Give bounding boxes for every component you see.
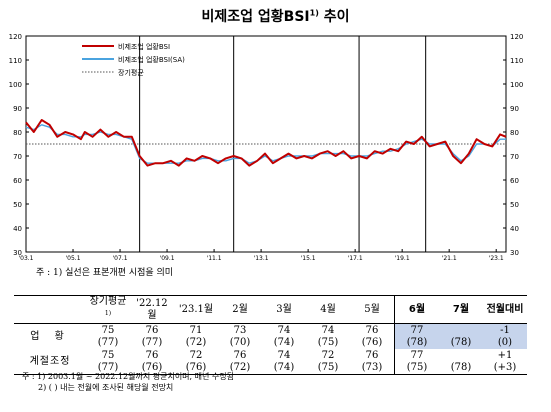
table-cell: (77) <box>86 362 130 376</box>
y-tick-label-right: 60 <box>510 177 519 185</box>
table-cell: (76) <box>350 337 395 350</box>
x-tick-label: '03.1 <box>18 255 33 262</box>
table-cell: 71 <box>189 325 203 337</box>
table-cell: (78) <box>394 337 439 350</box>
bsi-table: 장기평균1) '22.12월 '23.1월 2월 3월 4월 5월 6월 7월 전월대비 업 황 7… <box>14 294 527 376</box>
table-cell: 77 <box>394 323 439 338</box>
table-cell: 72 <box>189 350 203 362</box>
x-tick-label: '15.1 <box>301 255 316 262</box>
x-tick-label: '23.1 <box>489 255 504 262</box>
y-tick-label-right: 30 <box>510 249 519 257</box>
legend-label: 비제조업 업황BSI <box>118 42 170 51</box>
row-label: 계절조정 <box>14 349 86 376</box>
row-label: 업 황 <box>30 331 70 343</box>
title-suffix: 추이 <box>323 9 350 25</box>
y-tick-label-right: 100 <box>510 81 523 89</box>
table-header-blank <box>14 294 86 325</box>
x-tick-label: '07.1 <box>113 255 128 262</box>
footnote-2: 2) ( ) 내는 전월에 조사된 해당월 전망치 <box>38 383 174 392</box>
table-cell: 74 <box>321 325 335 337</box>
x-tick-label: '19.1 <box>395 255 410 262</box>
table-cell: (76) <box>130 362 174 376</box>
y-tick-label-right: 80 <box>510 129 519 137</box>
y-tick-label-left: 70 <box>13 153 22 161</box>
x-tick-label: '21.1 <box>442 255 457 262</box>
table-cell: (0) <box>483 337 527 350</box>
table-cell: (76) <box>174 362 218 376</box>
table-cell: 73 <box>233 325 247 337</box>
table-cell: (73) <box>350 362 395 376</box>
table-cell: +1 <box>497 350 513 362</box>
table-cell: (+3) <box>483 362 527 376</box>
table-cell: 76 <box>233 350 247 362</box>
y-tick-label-left: 90 <box>13 105 22 113</box>
table-cell: 76 <box>350 349 395 363</box>
y-tick-label-left: 120 <box>9 33 22 41</box>
y-tick-label-left: 60 <box>13 177 22 185</box>
table-cell: 75 <box>101 325 115 337</box>
table-header-0: 장기평균1) <box>86 294 130 325</box>
series-line <box>25 119 507 167</box>
y-tick-label-left: 50 <box>13 201 22 209</box>
chart-note: 주 : 1) 실선은 표본개편 시점을 의미 <box>36 268 174 278</box>
y-tick-label-left: 30 <box>13 249 22 257</box>
table-header-4: 3월 <box>262 294 306 325</box>
footnote-1: 주 : 1) 2003.1월 ~ 2022.12월까지 평균치이며, 매년 수정… <box>22 372 234 381</box>
y-tick-label-right: 90 <box>510 105 519 113</box>
y-tick-label-right: 40 <box>510 225 519 233</box>
y-tick-label-left: 80 <box>13 129 22 137</box>
table-header-3: 2월 <box>218 294 262 325</box>
y-tick-label-right: 120 <box>510 33 523 41</box>
table-cell: 77 <box>410 350 424 362</box>
table-header-6: 5월 <box>350 294 395 325</box>
y-tick-label-left: 40 <box>13 225 22 233</box>
table-cell: 76 <box>350 323 395 338</box>
table-header-8: 7월 <box>439 294 483 325</box>
page-title: 비제조업 업황BSI1) 추이 <box>201 8 350 25</box>
table-header-9: 전월대비 <box>483 294 527 325</box>
table-cell: 72 <box>321 350 335 362</box>
table-cell: 75 <box>101 350 115 362</box>
y-tick-label-left: 110 <box>9 57 22 65</box>
table-cell: (77) <box>97 337 119 349</box>
table-header-5: 4월 <box>306 294 350 325</box>
table-cell <box>439 349 483 362</box>
table-cell: (74) <box>262 362 306 376</box>
y-tick-label-right: 110 <box>510 57 523 65</box>
table-cell: (70) <box>229 337 251 349</box>
table-header-1: '22.12월 <box>130 294 174 325</box>
y-tick-label-right: 50 <box>510 201 519 209</box>
legend-label: 장기평균 <box>118 68 144 77</box>
table-cell: (72) <box>218 362 262 376</box>
table-cell: 76 <box>145 325 159 337</box>
x-tick-label: '11.1 <box>207 255 222 262</box>
table-header-7: 6월 <box>394 294 439 325</box>
table-cell: -1 <box>483 323 527 338</box>
table-cell: 74 <box>277 325 291 337</box>
x-tick-label: '05.1 <box>66 255 81 262</box>
x-tick-label: '09.1 <box>160 255 175 262</box>
table-cell: 74 <box>277 350 291 362</box>
table-header-2: '23.1월 <box>174 294 218 325</box>
x-tick-label: '17.1 <box>348 255 363 262</box>
table-cell: (75) <box>394 362 439 376</box>
table-cell: (72) <box>185 337 207 349</box>
table-cell <box>439 323 483 338</box>
table-cell: (78) <box>439 337 483 350</box>
table-cell: 76 <box>145 350 159 362</box>
table-cell: (75) <box>306 362 350 376</box>
legend-label: 비제조업 업황BSI(SA) <box>118 55 185 64</box>
table-cell: (75) <box>317 337 339 349</box>
bsi-line-chart: 30 30 40 40 50 50 60 60 70 70 80 80 90 90 100 100 110 110… <box>9 33 524 262</box>
y-tick-label-left: 100 <box>9 81 22 89</box>
table-cell: (77) <box>141 337 163 349</box>
table-cell: (74) <box>273 337 295 349</box>
y-tick-label-right: 70 <box>510 153 519 161</box>
table-cell: (78) <box>439 362 483 376</box>
x-tick-label: '13.1 <box>254 255 269 262</box>
